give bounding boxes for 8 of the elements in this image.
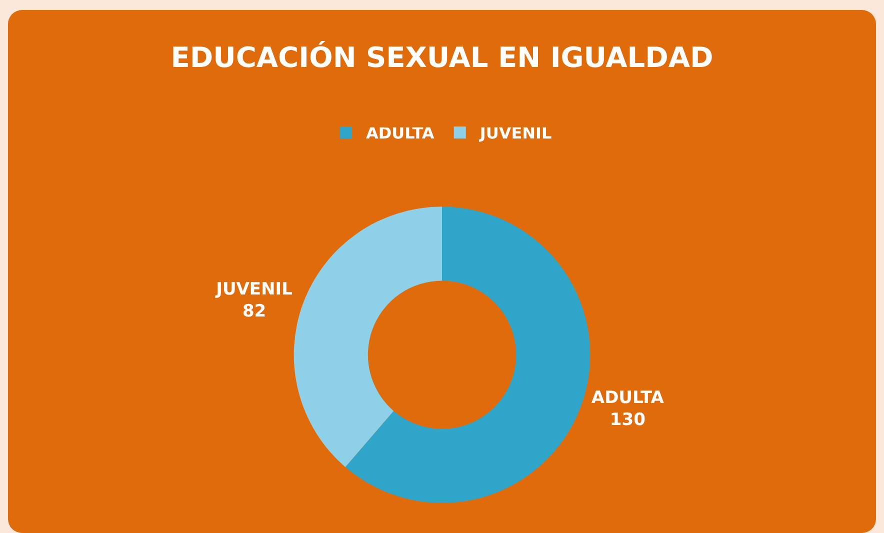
slice-label: ADULTA xyxy=(591,388,665,408)
chart-title: EDUCACIÓN SEXUAL EN IGUALDAD xyxy=(170,40,714,74)
donut-slice xyxy=(345,206,590,503)
legend-label: JUVENIL xyxy=(478,124,552,143)
donut-slice xyxy=(294,206,442,468)
slice-label: JUVENIL xyxy=(215,280,293,300)
data-label: 130 xyxy=(610,410,646,430)
data-label: 82 xyxy=(242,302,266,322)
